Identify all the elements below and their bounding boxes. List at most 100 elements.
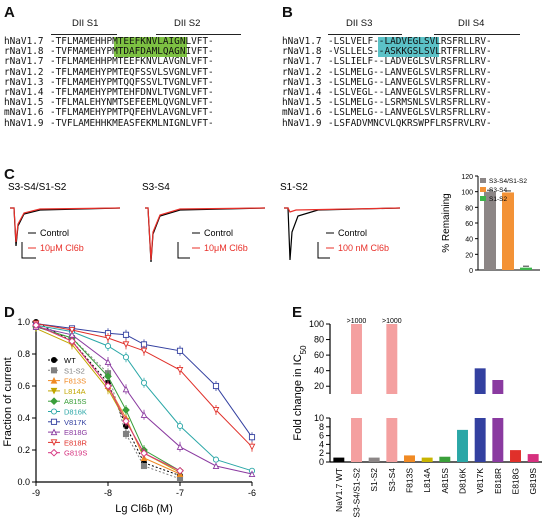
data-point xyxy=(50,448,58,457)
x-tick-label: S3-S4/S1-S2 xyxy=(352,468,362,518)
data-point xyxy=(248,434,256,441)
y-tick-label: 4 xyxy=(319,439,324,449)
data-point xyxy=(176,466,184,475)
data-point xyxy=(50,428,58,436)
alignment-row: rNaV1.3 -LSLMELG--LANVEGLSVLRSFRLLRV- xyxy=(282,76,492,88)
alignment-row: hNaV1.5 -TFLMALEHYNMTSEFEEMLQVGNLVFT- xyxy=(4,97,214,108)
legend-label: S3-S4/S1-S2 xyxy=(489,178,527,185)
y-tick-label: 20 xyxy=(465,252,473,259)
alignment-row: rNaV1.7 -LSLIELF--LADVEGLSVLRSFRLLRV- xyxy=(282,57,492,67)
species-name: rNaV1.4 xyxy=(4,87,44,98)
legend-swatch xyxy=(480,187,486,192)
legend-label: S1-S2 xyxy=(64,366,85,375)
legend-control: Control xyxy=(338,228,367,238)
data-point xyxy=(140,411,148,418)
x-tick-label: V817K xyxy=(475,468,485,494)
data-point xyxy=(50,387,58,395)
panel-b-s3s4-highlight xyxy=(378,37,439,57)
species-name: rNaV1.8 xyxy=(4,46,44,58)
bar xyxy=(492,418,504,462)
data-point xyxy=(50,397,58,406)
data-point xyxy=(140,379,148,386)
x-tick-label: F813S xyxy=(405,468,415,493)
panel-b-header-right: DII S4 xyxy=(458,18,485,29)
data-point xyxy=(122,331,130,338)
series-line xyxy=(35,324,253,472)
y-tick-label: 0.2 xyxy=(17,445,30,455)
y-tick-label: 6 xyxy=(319,431,324,441)
bar xyxy=(484,191,496,270)
trace-title: S3-S4/S1-S2 xyxy=(8,182,67,193)
x-axis-label: Lg Cl6b (M) xyxy=(115,503,172,515)
species-name: rNaV1.3 xyxy=(282,76,322,88)
sequence: -VSLLELS--ASKKGSLSVLRTFRLLRV- xyxy=(328,46,492,58)
sequence: -LSLMELG--LSRMSNLSVLRSFRLLRV- xyxy=(328,97,492,109)
data-point xyxy=(212,462,220,470)
species-name: hNaV1.9 xyxy=(4,117,44,129)
species-name: rNaV1.7 xyxy=(4,56,44,68)
alignment-row: rNaV1.4 -LSLVEGL--LANVEGLSVLRSFRLLRV- xyxy=(282,87,492,98)
alignment-row: rNaV1.2 -TFLMAMEHYPMTEQFSSVLSVGNLVFT- xyxy=(4,67,214,78)
x-tick-label: -6 xyxy=(248,488,256,498)
data-point xyxy=(50,439,58,447)
y-tick-label: 80 xyxy=(314,335,324,345)
control-trace xyxy=(10,207,121,247)
legend-label: V817K xyxy=(64,418,87,427)
data-point xyxy=(50,418,58,425)
data-point xyxy=(140,347,148,355)
data-point xyxy=(122,406,130,414)
y-tick-label: 0 xyxy=(319,457,324,467)
trace-title: S3-S4 xyxy=(142,182,170,193)
data-point xyxy=(122,385,130,393)
panel-c-traces: S3-S4/S1-S2 Control 10μM Cl6b S3-S4 Cont… xyxy=(8,182,401,263)
alignment-row: rNaV1.3 -TFLMAMEHYPMTQQFSSVLTVGNLVFT- xyxy=(4,76,214,88)
bar xyxy=(527,454,539,462)
y-tick-label: 0.4 xyxy=(17,413,30,423)
scale-bar xyxy=(317,242,330,259)
data-point xyxy=(212,382,220,390)
legend-label: A815S xyxy=(64,397,87,406)
bar xyxy=(386,418,398,462)
data-point xyxy=(122,430,130,438)
x-tick-label: L814A xyxy=(422,468,432,493)
x-tick-label: D816K xyxy=(458,468,468,494)
bar-upper xyxy=(474,368,486,394)
panel-label-c: C xyxy=(4,166,15,183)
y-axis-label: Fraction of current xyxy=(2,357,14,446)
legend-drug: 100 nM Cl6b xyxy=(338,243,389,253)
alignment-row: rNaV1.7 -TFLMAMEHHPMTEEFKNVLAVGNLVFT- xyxy=(4,57,214,67)
data-point xyxy=(68,326,76,334)
data-point xyxy=(50,408,58,415)
drug-trace xyxy=(145,207,266,261)
legend-label: E818R xyxy=(64,438,88,447)
data-point xyxy=(104,334,112,342)
sequence: -TVFLAMEHHKMEASFEKMLNIGNLVFT- xyxy=(50,117,214,129)
y-tick-label: 40 xyxy=(314,366,324,376)
y-tick-label: 1.0 xyxy=(17,317,30,327)
data-point xyxy=(50,356,58,364)
data-point xyxy=(176,366,184,374)
species-name: rNaV1.3 xyxy=(4,76,44,88)
legend-drug: 10μM Cl6b xyxy=(40,243,84,253)
panel-label-b: B xyxy=(282,4,293,21)
alignment-row: rNaV1.4 -TFLMAMEHYPMTEHFDNVLTVGNLVFT- xyxy=(4,87,214,98)
species-name: rNaV1.7 xyxy=(282,56,322,68)
bar-upper xyxy=(386,324,398,394)
bar-annotation: >1000 xyxy=(347,318,367,325)
x-tick-label: -7 xyxy=(176,488,184,498)
bar-annotation: >1000 xyxy=(382,318,402,325)
trace-title: S1-S2 xyxy=(280,182,308,193)
bar xyxy=(520,267,532,270)
data-point xyxy=(176,422,184,430)
bar xyxy=(510,450,521,462)
series-line xyxy=(35,324,181,472)
sequence: -LSLIELF--LADVEGLSVLRSFRLLRV- xyxy=(328,56,492,68)
bar xyxy=(351,418,362,462)
data-point xyxy=(122,417,130,426)
x-tick-label: E818G xyxy=(511,468,521,494)
bar xyxy=(474,418,486,462)
panel-b-header-line-left xyxy=(328,34,402,35)
data-point xyxy=(176,347,184,354)
panel-b-header-line-right xyxy=(434,34,520,35)
